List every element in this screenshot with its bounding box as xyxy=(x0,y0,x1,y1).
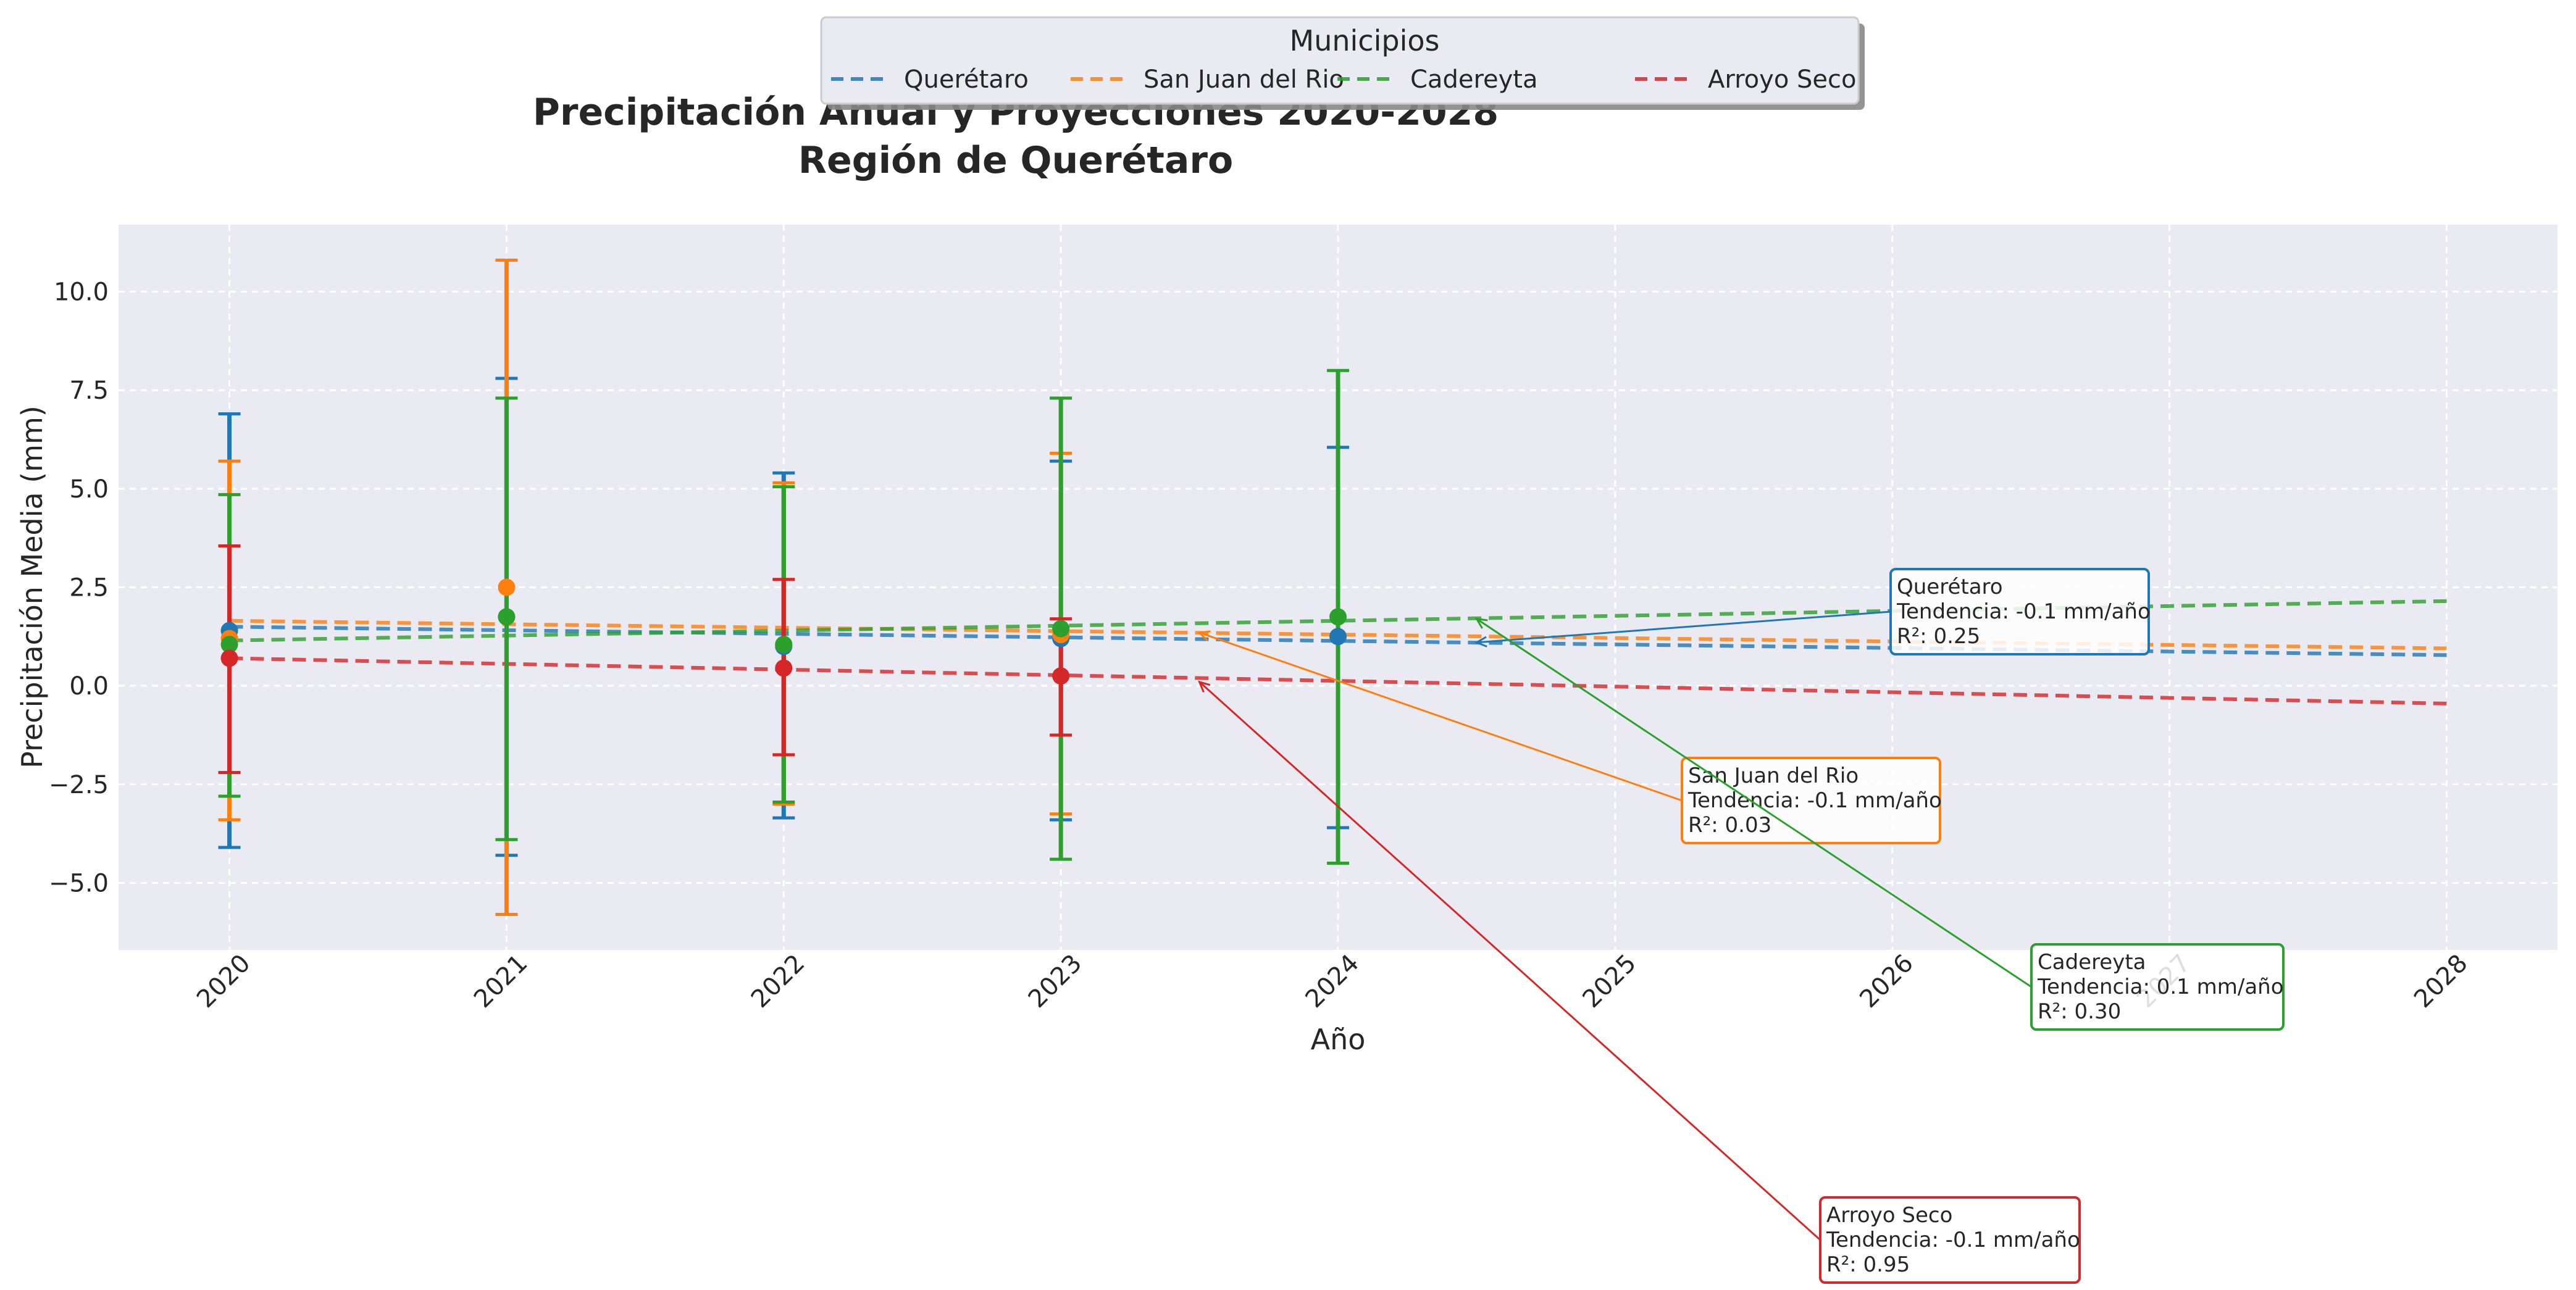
annotation-text-queretaro: Tendencia: -0.1 mm/año xyxy=(1896,599,2151,624)
y-axis-ticks: −5.0 −2.5 0.0 2.5 5.0 7.5 10.0 xyxy=(49,278,109,898)
legend-entries: Querétaro San Juan del Rio Cadereyta Arroyo… xyxy=(831,65,1856,94)
point-arroyo-seco xyxy=(220,649,238,667)
y-tick-label: −5.0 xyxy=(49,869,109,897)
annotation-box-san-juan-del-rio xyxy=(1681,757,1941,844)
point-queretaro xyxy=(1329,628,1347,646)
annotation-text-cadereyta: Cadereyta xyxy=(2038,950,2146,975)
point-arroyo-seco xyxy=(1052,667,1070,685)
point-cadereyta xyxy=(1329,608,1347,626)
legend-label-queretaro: Querétaro xyxy=(904,65,1029,94)
annotation-arrowhead-san-juan-del-rio xyxy=(1197,630,1211,641)
y-tick-label: 5.0 xyxy=(69,475,109,504)
annotation-arrowhead-queretaro xyxy=(1474,636,1487,647)
annotation-arrowhead-cadereyta xyxy=(1474,617,1488,629)
annotation-text-queretaro: Querétaro xyxy=(1897,575,2003,599)
x-axis-label: Año xyxy=(1311,1023,1366,1056)
annotation-arrow-queretaro xyxy=(1476,610,1891,644)
point-cadereyta xyxy=(775,636,793,654)
annotation-arrow-arroyo-seco xyxy=(1198,681,1821,1241)
legend: Municipios Querétaro San Juan del Rio Cade… xyxy=(820,16,1865,110)
annotation-text-queretaro: R²: 0.25 xyxy=(1897,624,1980,649)
legend-label-cadereyta: Cadereyta xyxy=(1410,65,1537,94)
point-arroyo-seco xyxy=(775,659,793,677)
legend-label-san-juan-del-rio: San Juan del Rio xyxy=(1144,65,1344,94)
y-tick-label: 7.5 xyxy=(69,377,109,405)
point-cadereyta xyxy=(498,608,516,626)
annotation-text-arroyo-seco: Arroyo Seco xyxy=(1826,1203,1952,1228)
point-cadereyta xyxy=(1052,620,1070,638)
point-cadereyta xyxy=(220,636,238,654)
annotation-box-queretaro xyxy=(1889,568,2150,655)
legend-title: Municipios xyxy=(1290,24,1440,57)
annotation-text-cadereyta: Tendencia: 0.1 mm/año xyxy=(2037,975,2284,999)
annotation-text-san-juan-del-rio: Tendencia: -0.1 mm/año xyxy=(1687,788,1942,813)
y-axis-label: Precipitación Media (mm) xyxy=(15,406,49,768)
annotation-arrow-cadereyta xyxy=(1476,618,2032,988)
trend-line-arroyo-seco xyxy=(229,656,2447,705)
annotation-box-arroyo-seco xyxy=(1819,1196,2081,1284)
data-points xyxy=(220,578,1347,685)
annotation-text-san-juan-del-rio: San Juan del Rio xyxy=(1688,764,1859,788)
legend-box xyxy=(820,16,1860,105)
legend-label-arroyo-seco: Arroyo Seco xyxy=(1708,65,1856,94)
y-tick-label: 2.5 xyxy=(69,574,109,602)
point-san-juan-del-rio xyxy=(498,578,516,596)
chart-subtitle: Región de Querétaro xyxy=(798,139,1233,182)
annotation-text-arroyo-seco: Tendencia: -0.1 mm/año xyxy=(1826,1228,2080,1252)
y-tick-label: 10.0 xyxy=(54,278,109,307)
y-tick-label: 0.0 xyxy=(69,672,109,701)
annotation-box-cadereyta xyxy=(2030,943,2285,1031)
annotation-text-cadereyta: R²: 0.30 xyxy=(2038,999,2121,1024)
y-tick-label: −2.5 xyxy=(49,771,109,799)
annotation-arrow-san-juan-del-rio xyxy=(1199,631,1683,802)
annotation-text-arroyo-seco: R²: 0.95 xyxy=(1826,1252,1910,1277)
annotation-text-san-juan-del-rio: R²: 0.03 xyxy=(1688,813,1771,838)
annotation-arrowhead-arroyo-seco xyxy=(1198,680,1211,693)
